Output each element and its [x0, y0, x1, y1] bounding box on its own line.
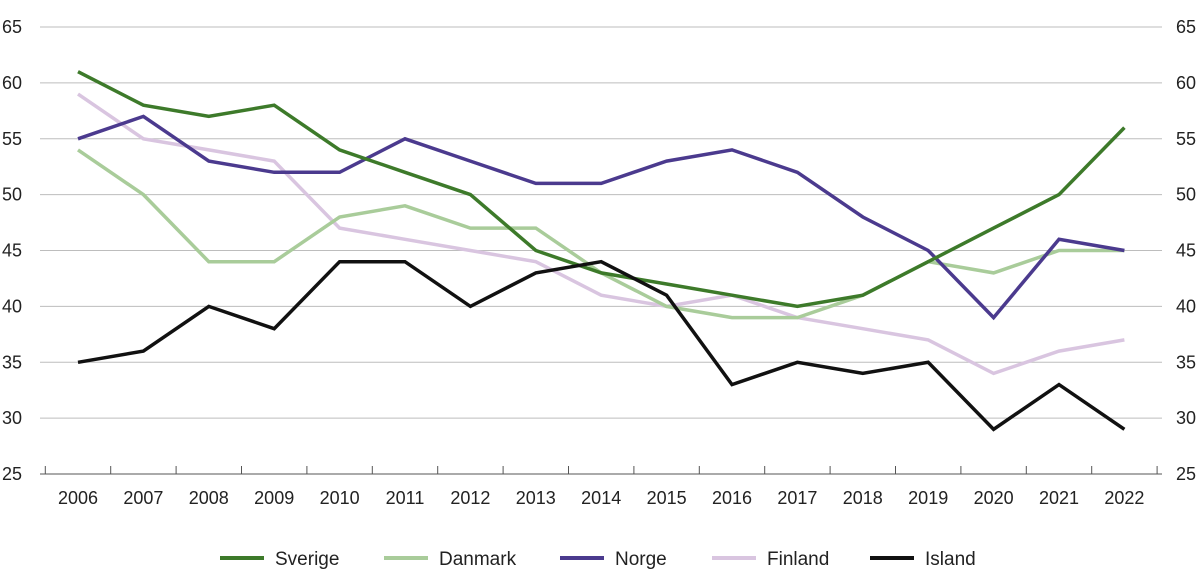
y-tick-right-55: 55 — [1176, 129, 1196, 149]
y-tick-right-45: 45 — [1176, 241, 1196, 261]
x-tick-2017: 2017 — [777, 488, 817, 508]
x-tick-2009: 2009 — [254, 488, 294, 508]
y-tick-right-30: 30 — [1176, 408, 1196, 428]
x-tick-2008: 2008 — [189, 488, 229, 508]
y-tick-left-35: 35 — [2, 352, 22, 372]
legend-item-norge: Norge — [560, 549, 667, 570]
series-line-island — [77, 259, 1126, 432]
legend-item-island: Island — [870, 549, 976, 570]
y-tick-left-40: 40 — [2, 296, 22, 316]
x-tick-2013: 2013 — [516, 488, 556, 508]
y-tick-left-45: 45 — [2, 241, 22, 261]
x-tick-2015: 2015 — [647, 488, 687, 508]
legend-label-danmark: Danmark — [439, 549, 517, 570]
y-tick-left-65: 65 — [2, 17, 22, 37]
x-tick-2021: 2021 — [1039, 488, 1079, 508]
legend-label-island: Island — [925, 549, 976, 570]
y-tick-left-55: 55 — [2, 129, 22, 149]
legend-item-danmark: Danmark — [384, 549, 517, 570]
y-tick-right-35: 35 — [1176, 352, 1196, 372]
x-tick-2019: 2019 — [908, 488, 948, 508]
series-line-sverige — [77, 70, 1126, 309]
x-tick-2022: 2022 — [1104, 488, 1144, 508]
y-tick-left-50: 50 — [2, 185, 22, 205]
legend-item-sverige: Sverige — [220, 549, 339, 570]
y-tick-right-60: 60 — [1176, 73, 1196, 93]
series-lines — [77, 70, 1126, 432]
y-tick-left-25: 25 — [2, 464, 22, 484]
series-line-norge — [77, 114, 1125, 321]
x-tick-2007: 2007 — [123, 488, 163, 508]
legend-label-finland: Finland — [767, 549, 829, 570]
y-tick-right-50: 50 — [1176, 185, 1196, 205]
x-tick-2018: 2018 — [843, 488, 883, 508]
x-tick-2012: 2012 — [450, 488, 490, 508]
y-tick-right-65: 65 — [1176, 17, 1196, 37]
legend-label-norge: Norge — [615, 549, 667, 570]
y-tick-left-60: 60 — [2, 73, 22, 93]
y-tick-right-25: 25 — [1176, 464, 1196, 484]
legend-item-finland: Finland — [712, 549, 829, 570]
x-tick-2020: 2020 — [974, 488, 1014, 508]
x-tick-2014: 2014 — [581, 488, 621, 508]
gridlines — [40, 26, 1162, 419]
legend: Sverige Danmark Norge Finland Island — [220, 549, 976, 570]
y-tick-right-40: 40 — [1176, 296, 1196, 316]
x-tick-2010: 2010 — [320, 488, 360, 508]
series-line-finland — [77, 92, 1125, 376]
x-tick-2006: 2006 — [58, 488, 98, 508]
x-tick-2016: 2016 — [712, 488, 752, 508]
legend-label-sverige: Sverige — [275, 549, 339, 570]
x-tick-2011: 2011 — [386, 488, 425, 508]
axes: 25 25 30 30 35 35 40 40 45 45 50 50 55 55 60 60 65 65 2006… — [2, 17, 1196, 508]
y-tick-left-30: 30 — [2, 408, 22, 428]
